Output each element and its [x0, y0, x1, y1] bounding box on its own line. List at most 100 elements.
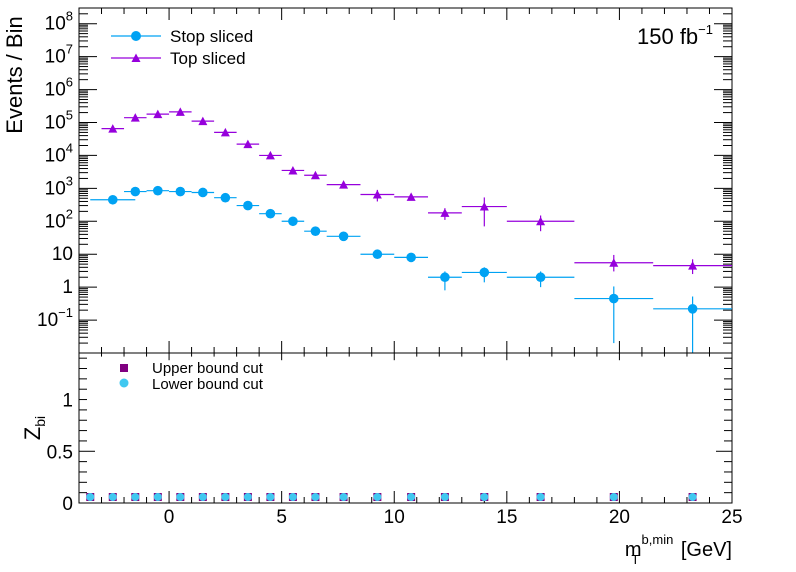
y-tick-label-exp: 7 [66, 42, 73, 57]
data-point [198, 187, 208, 198]
x-tick-labels: 0 5 10 15 20 25 [164, 507, 743, 528]
data-point [440, 208, 450, 217]
data-point [220, 192, 231, 203]
data-point [406, 192, 416, 201]
legend-upper-bound-marker [120, 364, 128, 372]
data-point [221, 493, 230, 501]
data-point [153, 493, 162, 501]
data-point [243, 139, 253, 149]
upper-y-axis-title: Events / Bin [2, 16, 27, 133]
lower-panel: 00.51 0 5 10 15 20 25 Zbi mb,min T [GeV] Upper… [20, 352, 743, 567]
lower-y-axis-title: Zbi [20, 416, 48, 440]
data-point [406, 252, 416, 263]
y-tick-label: 106 [45, 75, 73, 101]
legend-stop-sliced-label: Stop sliced [170, 27, 253, 46]
lower-y-axis-title-sub: bi [32, 416, 48, 427]
legend-lower-bound-label: Lower bound cut [152, 376, 264, 393]
data-point [373, 493, 382, 501]
data-point [266, 493, 275, 501]
y-tick-label: 103 [45, 173, 73, 199]
data-point [372, 190, 382, 199]
luminosity-text: 150 fb [637, 24, 698, 49]
data-point [265, 150, 275, 160]
data-point [407, 493, 416, 501]
x-tick-label: 5 [276, 507, 287, 528]
legend-top-sliced-label: Top sliced [170, 49, 246, 68]
data-point [288, 216, 298, 227]
x-axis-title-unit: [GeV] [675, 539, 732, 561]
y-tick-label-base: 10 [45, 47, 66, 68]
y-tick-label-base: 10 [45, 145, 66, 166]
series-lower-bound-cut [86, 493, 697, 501]
data-point [153, 185, 163, 196]
y-tick-label-lower: 1 [62, 391, 73, 412]
data-point [220, 127, 230, 137]
legend-lower-bound-marker [119, 378, 129, 388]
data-point [480, 493, 489, 501]
data-point [108, 493, 117, 501]
data-point [339, 180, 349, 189]
y-tick-label: 1 [62, 277, 73, 298]
data-point [243, 200, 253, 211]
y-tick-label: 102 [45, 206, 73, 232]
data-point [339, 493, 348, 501]
x-tick-label: 10 [384, 507, 405, 528]
x-tick-label: 15 [496, 507, 517, 528]
data-point [440, 493, 449, 501]
data-point [608, 293, 619, 304]
data-point [688, 261, 698, 270]
data-point [243, 493, 252, 501]
y-tick-label-exp: −1 [58, 305, 73, 320]
y-tick-label: 10 [52, 244, 73, 265]
data-point [609, 258, 619, 267]
data-point [130, 186, 141, 197]
y-tick-label-exp: 5 [66, 107, 73, 122]
data-point [176, 493, 185, 501]
data-point [440, 272, 450, 283]
legend-stop-sliced-marker [131, 31, 141, 41]
data-point [536, 493, 545, 501]
data-point [479, 202, 489, 211]
x-tick-label: 20 [609, 507, 630, 528]
data-point [108, 124, 118, 133]
data-point [130, 113, 140, 122]
x-tick-label: 25 [721, 507, 742, 528]
lower-y-axis-title-main: Z [20, 427, 45, 440]
y-tick-label-base: 10 [45, 112, 66, 133]
x-axis-title-sub: T [631, 552, 639, 567]
data-point [175, 107, 185, 116]
data-point [153, 109, 163, 119]
data-point [175, 186, 186, 197]
y-tick-label-base: 10 [45, 211, 66, 232]
y-tick-label-lower: 0 [62, 494, 73, 515]
data-point [198, 493, 207, 501]
data-point [198, 116, 208, 126]
y-tick-label: 104 [45, 140, 73, 166]
y-tick-label: 108 [45, 9, 73, 35]
y-tick-label-base: 10 [37, 310, 58, 331]
y-tick-label-exp: 2 [66, 206, 73, 221]
x-axis-title: mb,min T [GeV] [625, 532, 732, 567]
series-stop-sliced [90, 185, 732, 353]
y-tick-label-base: 10 [45, 14, 66, 35]
x-axis-title-main: m [625, 539, 642, 561]
legend-upper-bound-label: Upper bound cut [152, 360, 264, 377]
legend-top-sliced-marker [131, 53, 141, 62]
data-point [265, 208, 276, 219]
series-top-sliced [101, 107, 732, 275]
data-point [131, 493, 140, 501]
y-tick-label-exp: 8 [66, 9, 73, 24]
upper-series-layer [90, 107, 732, 353]
y-tick-label: 105 [45, 107, 73, 133]
y-tick-label-exp: 6 [66, 75, 73, 90]
data-point [311, 493, 320, 501]
data-point [310, 226, 321, 236]
luminosity-label: 150 fb−1 [637, 22, 713, 49]
data-point [86, 493, 95, 501]
data-point [107, 194, 118, 205]
upper-legend: Stop sliced Top sliced [111, 27, 253, 68]
